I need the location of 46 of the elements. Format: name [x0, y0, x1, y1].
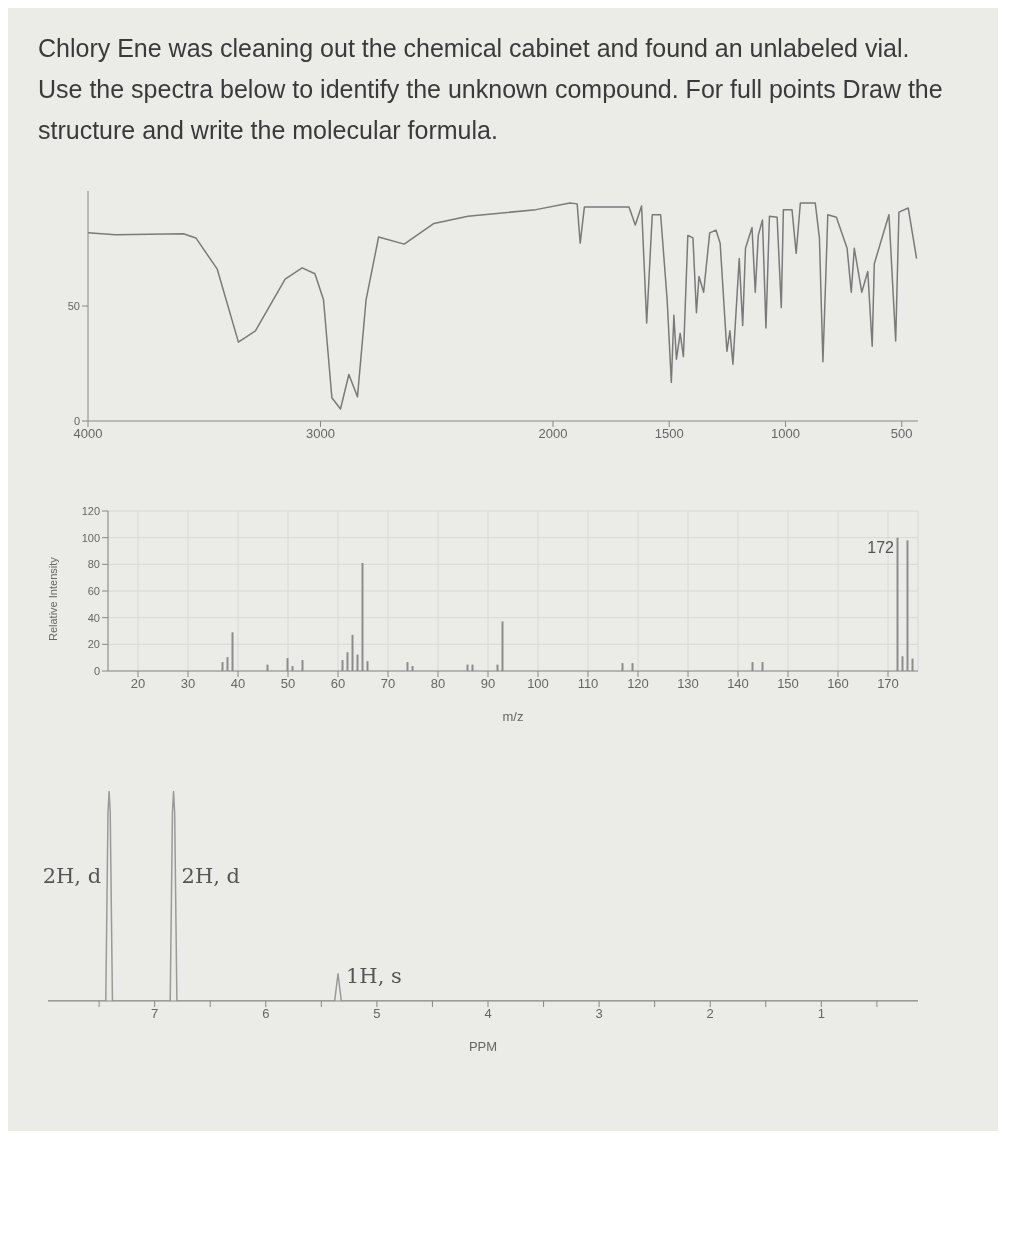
annotation: 2H, d: [181, 863, 241, 888]
x-tick-label: 6: [262, 1006, 270, 1022]
annotation: 2H, d: [42, 863, 102, 888]
x-tick-label: 50: [280, 676, 296, 692]
x-tick-label: 20: [130, 676, 146, 692]
chart-title: Chlory Ene was cleaning out the chemical cabinet and found an unlabeled vial. Use the spectra below to identify the unknown compound. For full points Draw the structure and write the molecular formula.: [38, 33, 944, 146]
y-tick-label: 0: [93, 664, 100, 677]
x-tick-label: 3000: [306, 426, 335, 442]
x-tick-label: 70: [380, 676, 396, 692]
x-tick-label: 60: [330, 676, 346, 692]
x-tick-label: 2000: [538, 426, 568, 442]
y-tick-label: 0: [73, 414, 80, 427]
y-tick-label: 20: [87, 638, 100, 651]
y-tick-label: 40: [87, 611, 100, 624]
x-tick-label: 80: [430, 676, 446, 692]
x-tick-label: 160: [827, 676, 849, 692]
y-tick-label: 100: [81, 531, 100, 544]
x-tick-label: 5: [373, 1006, 381, 1022]
x-tick-label: 500: [890, 426, 913, 442]
y-tick-label: 80: [87, 558, 100, 571]
x-tick-label: 140: [727, 676, 749, 692]
line-series: [88, 202, 918, 410]
y-axis-title: Relative Intensity: [46, 556, 59, 641]
x-tick-label: 4: [484, 1006, 492, 1022]
x-axis-title: m/z: [502, 709, 524, 724]
x-tick-label: 170: [877, 676, 899, 692]
x-tick-label: 1000: [771, 426, 800, 442]
annotation: 172: [867, 539, 895, 557]
x-tick-label: 130: [677, 676, 699, 692]
x-tick-label: 90: [480, 676, 496, 692]
x-tick-label: 40: [230, 676, 246, 692]
y-tick-label: 120: [81, 504, 100, 517]
y-tick-label: 60: [87, 584, 100, 597]
x-tick-label: 150: [777, 676, 799, 692]
x-tick-label: 1: [817, 1006, 825, 1022]
x-tick-label: 100: [527, 676, 549, 692]
x-tick-label: 3: [595, 1006, 603, 1022]
x-axis-title: PPM: [468, 1039, 498, 1054]
x-tick-label: 1500: [654, 426, 684, 442]
x-tick-label: 120: [627, 676, 649, 692]
x-tick-label: 2: [706, 1006, 714, 1022]
x-tick-label: 30: [180, 676, 196, 692]
x-tick-label: 7: [151, 1006, 159, 1022]
x-tick-label: 110: [577, 676, 599, 692]
annotation: 1H, s: [346, 964, 402, 989]
x-tick-label: 4000: [73, 426, 103, 442]
